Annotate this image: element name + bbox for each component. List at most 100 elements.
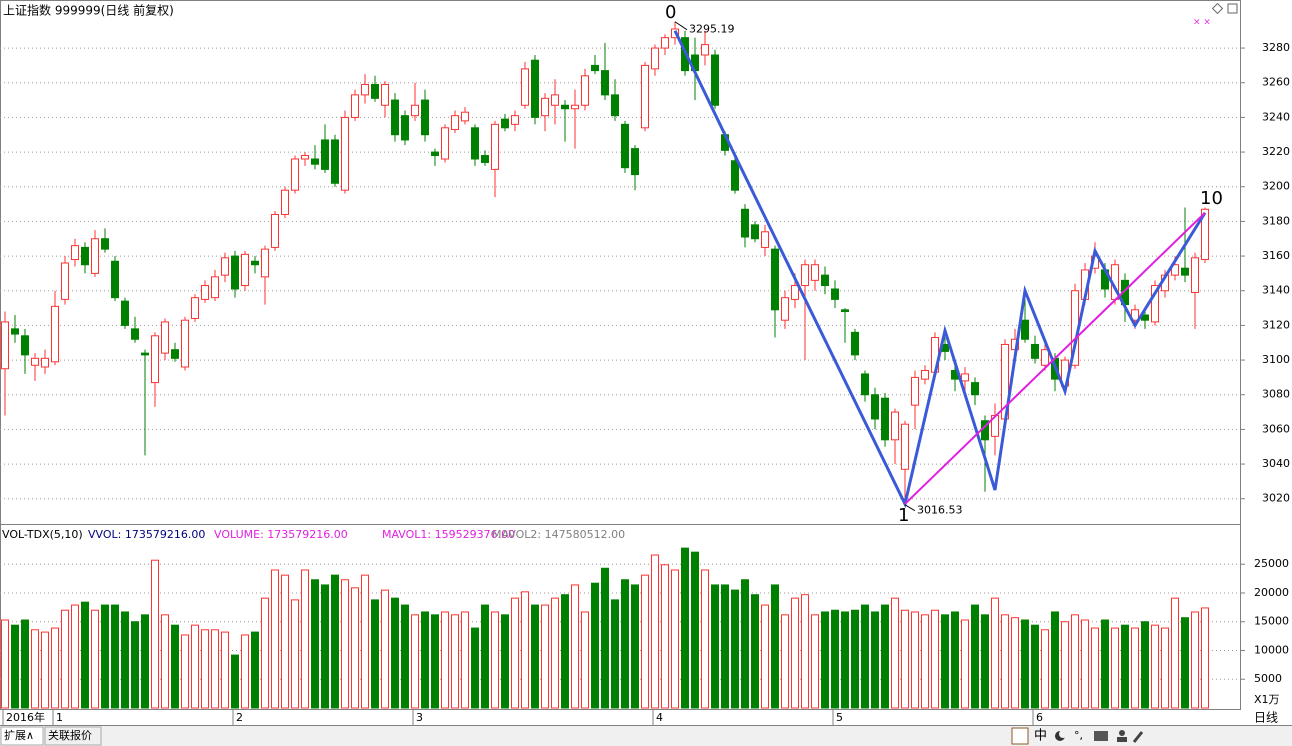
toolbar-icon[interactable] — [1094, 731, 1108, 741]
volume-bar — [621, 579, 629, 709]
volume-bar — [661, 564, 669, 709]
candle-body — [281, 189, 289, 215]
toolbar-icon[interactable] — [1132, 731, 1144, 743]
candle-body — [881, 397, 889, 441]
toolbar-icon[interactable]: °, — [1074, 729, 1083, 742]
marker: × × — [1193, 18, 1211, 28]
candle-body — [1131, 309, 1139, 321]
x-tick-label: 1 — [56, 711, 63, 724]
volume-bar — [321, 584, 329, 709]
candle-body — [151, 335, 159, 384]
window-icon[interactable] — [1211, 2, 1224, 15]
volume-bar — [791, 597, 799, 709]
candle-body — [391, 99, 399, 136]
x-tick-label: 4 — [656, 711, 663, 724]
volume-bar — [961, 619, 969, 709]
volume-bar — [751, 594, 759, 709]
volume-bar — [1101, 619, 1109, 709]
y-tick-label: 3100 — [1262, 353, 1290, 366]
status-bar — [0, 726, 1292, 746]
volume-bar — [121, 611, 129, 709]
volume-bar — [181, 634, 189, 709]
candle-body — [481, 155, 489, 163]
volume-bar — [591, 582, 599, 709]
volume-bar — [971, 604, 979, 709]
candle-body — [1, 321, 9, 370]
volume-panel — [0, 524, 1241, 710]
volume-bar — [541, 604, 549, 709]
volume-bar — [901, 609, 909, 709]
volume-bar — [301, 569, 309, 709]
tab[interactable] — [44, 726, 102, 746]
candle-body — [901, 423, 909, 470]
peak-label: 3295.19 — [689, 23, 735, 36]
candle-body — [41, 357, 49, 368]
volume-bar — [881, 604, 889, 709]
y-tick-label: 3040 — [1262, 457, 1290, 470]
volume-bar — [1141, 621, 1149, 709]
volume-bar — [161, 614, 169, 709]
volume-bar — [941, 614, 949, 709]
volume-bar — [1121, 624, 1129, 709]
candle-body — [461, 111, 469, 122]
candle-body — [81, 246, 89, 266]
tab-label[interactable]: 关联报价 — [48, 728, 92, 742]
volume-bar — [81, 601, 89, 709]
volume-bar — [601, 567, 609, 709]
volume-bar — [1, 619, 9, 709]
window-icon[interactable] — [1227, 3, 1238, 14]
tab[interactable] — [0, 726, 44, 746]
y-tick-label: 3240 — [1262, 110, 1290, 123]
candle-body — [191, 297, 199, 319]
candle-body — [1181, 267, 1189, 276]
volume-bar — [1131, 627, 1139, 709]
candle-body — [811, 264, 819, 281]
volume-bar — [501, 614, 509, 709]
candle-body — [541, 97, 549, 117]
candle-body — [101, 238, 109, 250]
wave-line — [673, 30, 1207, 509]
volume-bar — [191, 624, 199, 709]
candle-body — [531, 59, 539, 118]
volume-bar — [951, 611, 959, 709]
candle-body — [601, 70, 609, 96]
toolbar-icon[interactable] — [1011, 727, 1029, 745]
candle-body — [231, 255, 239, 290]
volume-bar — [811, 614, 819, 709]
volume-legend: MAVOL2: 147580512.00 — [492, 528, 625, 541]
volume-unit: X1万 — [1254, 693, 1280, 706]
candle-body — [21, 335, 29, 356]
volume-bar — [841, 611, 849, 709]
volume-bar — [11, 624, 19, 709]
wave-label: 10 — [1200, 188, 1223, 209]
tab-label[interactable]: 扩展∧ — [4, 728, 34, 742]
y-tick-label: 3060 — [1262, 422, 1290, 435]
volume-bar — [261, 597, 269, 709]
candle-body — [851, 331, 859, 356]
y-tick-label: 3080 — [1262, 388, 1290, 401]
candle-body — [581, 75, 589, 106]
volume-bar — [921, 614, 929, 709]
candle-body — [301, 155, 309, 160]
candle-body — [411, 104, 419, 117]
candle-body — [401, 115, 409, 141]
toolbar-icon[interactable] — [1119, 730, 1125, 736]
y-tick-label: 10000 — [1254, 643, 1289, 656]
volume-bar — [411, 614, 419, 709]
candle-body — [801, 264, 809, 287]
volume-bar — [631, 584, 639, 709]
volume-bar — [891, 597, 899, 709]
y-tick-label: 3200 — [1262, 180, 1290, 193]
candle-body — [331, 139, 339, 184]
volume-bar — [701, 569, 709, 709]
toolbar-icon — [1059, 730, 1067, 738]
volume-bar — [731, 589, 739, 709]
toolbar-char[interactable]: 中 — [1034, 729, 1047, 744]
candle-body — [351, 94, 359, 118]
volume-bar — [911, 611, 919, 709]
volume-bar — [1071, 614, 1079, 709]
candle-body — [121, 300, 129, 326]
wave-line — [904, 212, 1206, 505]
volume-bar — [651, 554, 659, 709]
volume-bar — [871, 611, 879, 709]
